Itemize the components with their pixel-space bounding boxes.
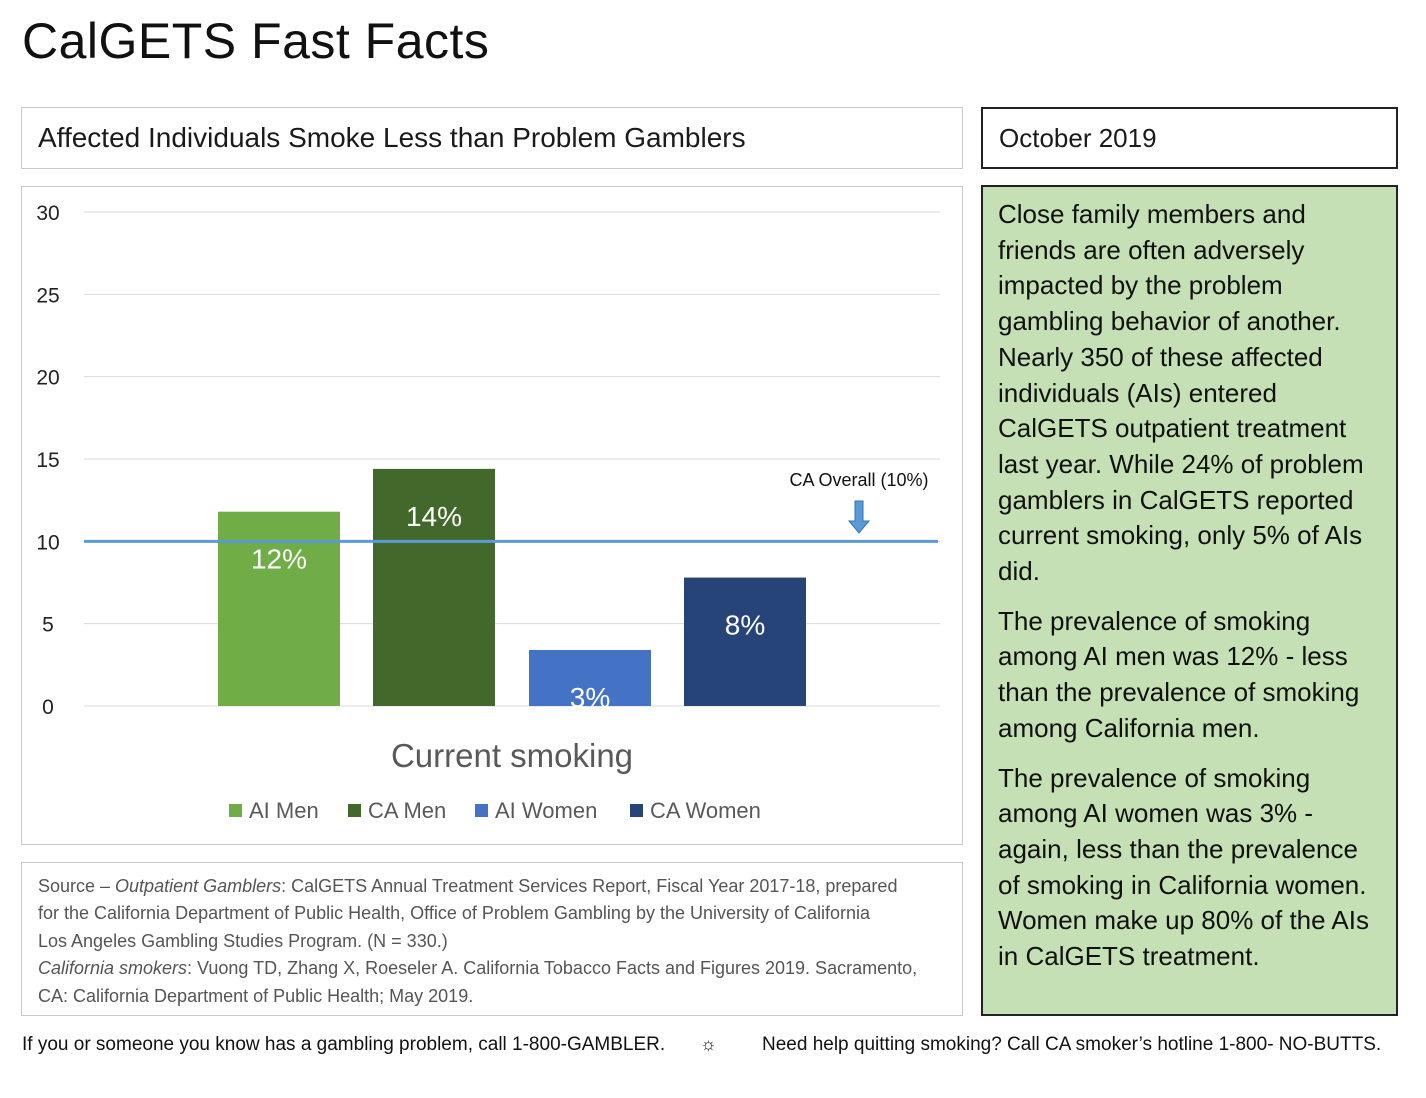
source-line: CA: California Department of Public Heal… [38, 985, 474, 1006]
source-line: Source – Outpatient Gamblers: CalGETS An… [38, 873, 950, 900]
bar [373, 468, 495, 706]
fact-paragraph: Close family members and friends are oft… [998, 199, 1364, 587]
data-label: 14% [406, 501, 462, 532]
data-label: 12% [251, 544, 307, 575]
chart-title: Affected Individuals Smoke Less than Pro… [38, 122, 746, 153]
y-tick-label: 20 [36, 367, 59, 390]
reference-line-label: CA Overall (10%) [789, 470, 928, 490]
source-line: California smokers: Vuong TD, Zhang X, R… [38, 955, 950, 982]
legend-label: CA Women [650, 798, 761, 823]
sun-icon: ☼ [700, 1034, 717, 1054]
legend-swatch [348, 804, 361, 817]
y-tick-label: 10 [36, 531, 59, 554]
source-line: Los Angeles Gambling Studies Program. (N… [38, 930, 448, 951]
y-tick-label: 30 [36, 202, 59, 225]
fact-paragraph: The prevalence of smoking among AI women… [998, 762, 1369, 972]
legend-swatch [229, 804, 242, 817]
date-label: October 2019 [999, 123, 1157, 153]
gambling-hotline-text: If you or someone you know has a gamblin… [22, 1034, 666, 1055]
legend-label: AI Women [495, 798, 597, 823]
bar [529, 650, 651, 706]
y-tick-label: 5 [42, 614, 54, 637]
bar [684, 577, 806, 706]
x-axis-label: Current smoking [391, 737, 633, 774]
source-title: Outpatient Gamblers [115, 876, 282, 896]
legend-swatch [630, 804, 643, 817]
y-tick-label: 0 [42, 696, 54, 719]
legend-label: AI Men [249, 798, 319, 823]
smoking-hotline-text: Need help quitting smoking? Call CA smok… [762, 1034, 1382, 1055]
page-title: CalGETS Fast Facts [22, 13, 490, 69]
fact-paragraph: The prevalence of smoking among AI men w… [998, 605, 1360, 743]
facts-panel: Close family members and friends are oft… [981, 185, 1398, 1016]
legend-label: CA Men [368, 798, 446, 823]
date-box: October 2019 [981, 107, 1398, 169]
source-text: : CalGETS Annual Treatment Services Repo… [281, 876, 898, 896]
bar [218, 511, 340, 706]
y-tick-label: 15 [36, 449, 59, 472]
source-line: for the California Department of Public … [38, 903, 871, 924]
source-text: : Vuong TD, Zhang X, Roeseler A. Califor… [187, 958, 918, 979]
source-title: California smokers [38, 958, 188, 979]
bar-chart: 0 5 10 15 20 25 30 12% 14% 3% 8% CA Overall (10%) Cu… [36, 202, 940, 823]
source-box: Source – Outpatient Gamblers: CalGETS An… [21, 862, 963, 1016]
chart-title-box: Affected Individuals Smoke Less than Pro… [21, 107, 963, 169]
legend-swatch [475, 804, 488, 817]
chart-panel: 0 5 10 15 20 25 30 12% 14% 3% 8% CA Overall (10%) Cu… [21, 186, 963, 845]
down-arrow-icon [847, 500, 871, 534]
y-tick-label: 25 [36, 284, 59, 307]
data-label: 8% [725, 610, 765, 641]
data-label: 3% [570, 682, 610, 713]
source-prefix: Source – [38, 876, 116, 896]
